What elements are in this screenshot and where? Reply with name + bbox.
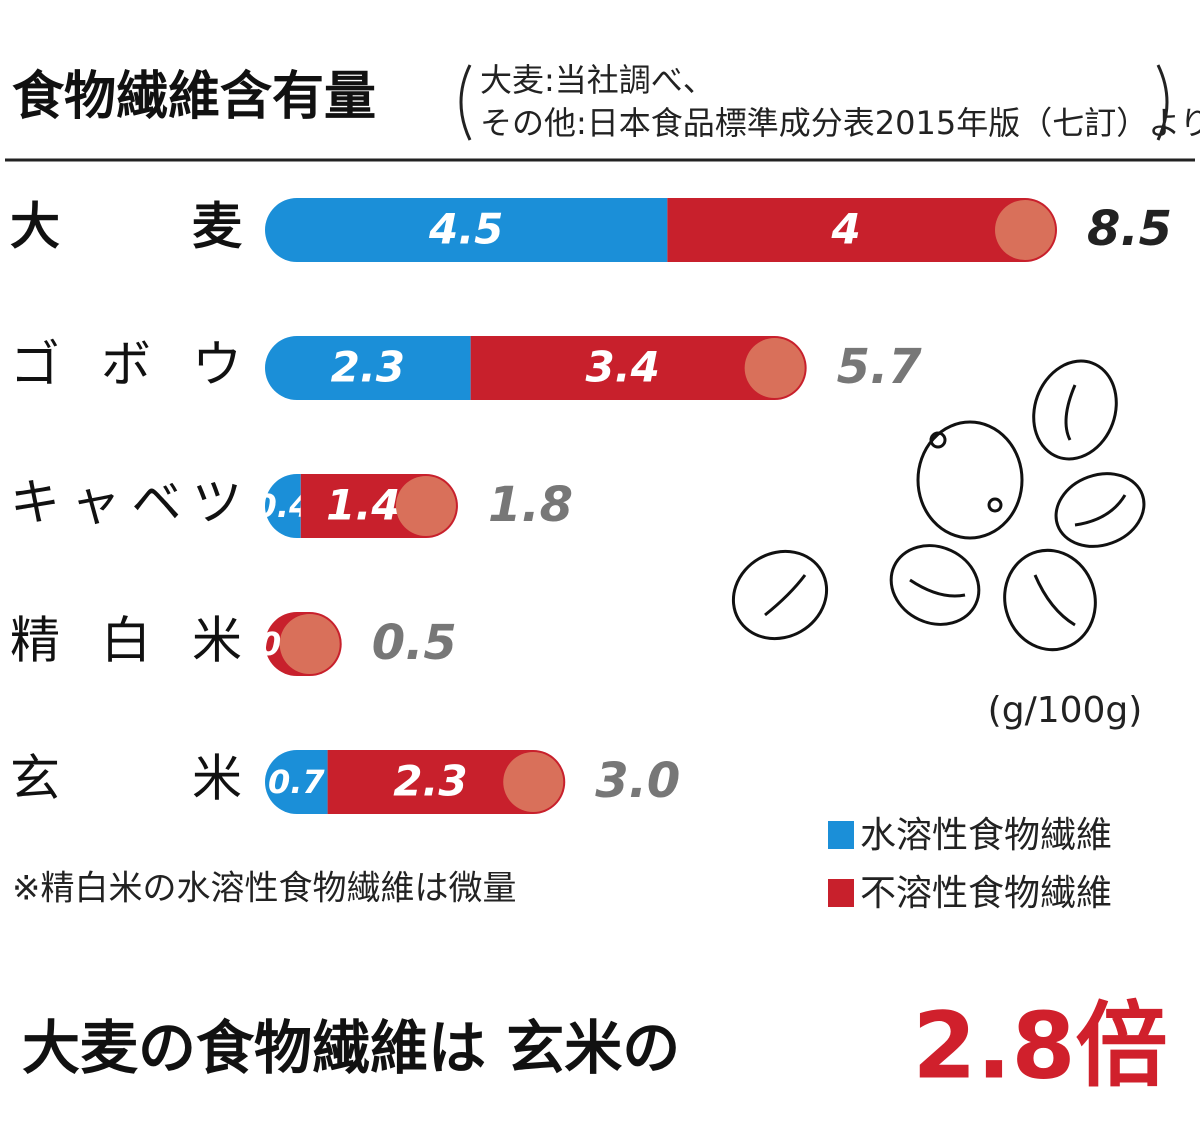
total-label: 3.0 bbox=[595, 753, 680, 809]
bar-segment bbox=[265, 336, 471, 400]
category-label: キャベツ bbox=[10, 474, 242, 532]
legend-swatch bbox=[828, 879, 854, 907]
category-label: 大麦 bbox=[10, 198, 242, 256]
total-label: 0.5 bbox=[372, 615, 457, 671]
bar-cap bbox=[279, 614, 340, 674]
bar-cap bbox=[503, 752, 564, 812]
total-label: 1.8 bbox=[488, 477, 573, 533]
legend-label: 不溶性食物繊維 bbox=[860, 873, 1112, 914]
bar-segment bbox=[265, 750, 328, 814]
grain-illustration bbox=[731, 359, 1146, 652]
bar-cap bbox=[744, 338, 805, 398]
legend-label: 水溶性食物繊維 bbox=[860, 815, 1112, 856]
bar-segment bbox=[265, 198, 668, 262]
chart-title: 食物繊維含有量 bbox=[12, 67, 376, 127]
total-label: 5.7 bbox=[837, 339, 923, 395]
bar-value-label: 4.5 bbox=[428, 205, 503, 254]
paren bbox=[459, 64, 472, 141]
bar-cap bbox=[395, 476, 456, 536]
category-label: 精白米 bbox=[10, 612, 242, 670]
bar-segment bbox=[300, 474, 426, 538]
category-label: ゴボウ bbox=[10, 336, 242, 394]
bar-value-label: 2.3 bbox=[393, 757, 467, 806]
bar-value-label: 3.4 bbox=[585, 343, 659, 392]
bar-value-label: 2.3 bbox=[331, 343, 405, 392]
source-note: 大麦:当社調べ、 bbox=[480, 61, 715, 99]
bar-cap bbox=[995, 200, 1055, 260]
source-note: その他:日本食品標準成分表2015年版（七訂）より bbox=[480, 104, 1200, 142]
legend-swatch bbox=[828, 821, 854, 849]
bar-segment bbox=[265, 474, 301, 538]
bar-segment bbox=[667, 198, 1025, 262]
headline: 大麦の食物繊維は 玄米の bbox=[22, 1014, 680, 1082]
headline-emphasis: 2.8倍 bbox=[913, 992, 1168, 1099]
bar-value-label: 4 bbox=[831, 205, 861, 254]
bar-value-label: 0.7 bbox=[268, 763, 325, 801]
bar-segment bbox=[470, 336, 775, 400]
total-label: 8.5 bbox=[1087, 201, 1172, 257]
bar-segment bbox=[327, 750, 534, 814]
paren bbox=[1156, 64, 1169, 141]
bar-value-label: 1.4 bbox=[326, 481, 400, 530]
unit-label: (g/100g) bbox=[988, 690, 1143, 731]
category-label: 玄米 bbox=[10, 750, 242, 808]
footnote: ※精白米の水溶性食物繊維は微量 bbox=[12, 869, 517, 909]
